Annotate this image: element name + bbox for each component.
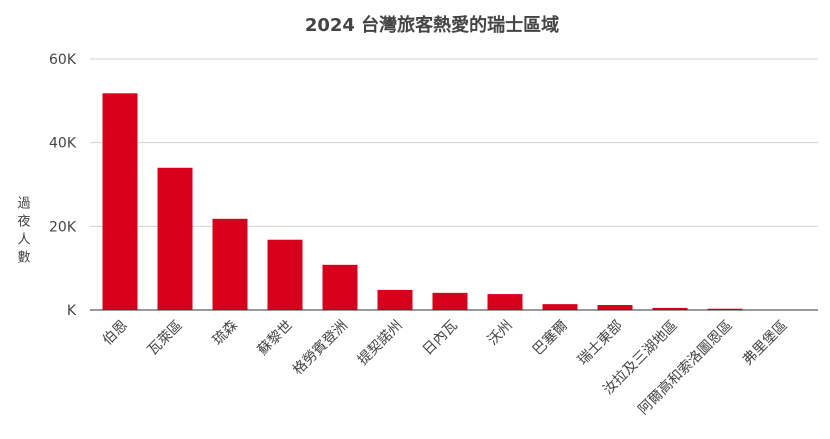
- bar: [432, 292, 468, 310]
- bar: [377, 289, 413, 310]
- y-tick-label: 40K: [49, 136, 77, 152]
- x-tick-label: 伯恩: [100, 318, 131, 349]
- y-axis-ticks: K 20K 40K 60K: [49, 52, 77, 319]
- bar: [267, 239, 303, 310]
- bar: [597, 304, 633, 310]
- x-tick-label: 日內瓦: [420, 318, 461, 359]
- x-tick-label: 弗里堡區: [740, 318, 791, 369]
- bar: [542, 304, 578, 310]
- x-tick-label: 沃州: [485, 318, 516, 349]
- grid-lines: [90, 58, 818, 227]
- y-axis-label: 過夜人數: [15, 196, 31, 268]
- x-tick-label: 蘇黎世: [255, 318, 296, 359]
- x-tick-label: 琉森: [210, 318, 241, 349]
- x-tick-label: 格勞賓登洲: [289, 317, 351, 379]
- x-tick-label: 提契諾州: [355, 318, 406, 369]
- y-tick-label: 20K: [49, 219, 77, 235]
- x-tick-label: 阿爾高和索洛圖恩區: [635, 317, 736, 418]
- y-tick-label: K: [67, 303, 77, 319]
- bar: [487, 294, 523, 310]
- x-tick-label: 巴塞爾: [529, 317, 571, 359]
- x-tick-label: 瓦萊區: [145, 318, 186, 359]
- bar: [322, 264, 358, 310]
- bar: [102, 93, 138, 310]
- bars: [102, 93, 798, 311]
- bar: [707, 308, 743, 310]
- bar: [157, 167, 193, 310]
- y-tick-label: 60K: [49, 52, 77, 68]
- x-tick-label: 瑞士東部: [575, 318, 626, 369]
- bar: [212, 218, 248, 310]
- bar: [652, 307, 688, 310]
- chart-title: 2024 台灣旅客熱愛的瑞士區域: [305, 14, 559, 36]
